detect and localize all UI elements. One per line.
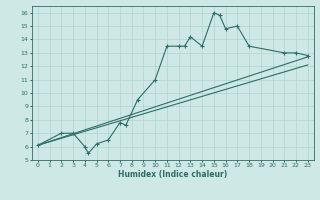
X-axis label: Humidex (Indice chaleur): Humidex (Indice chaleur) — [118, 170, 228, 179]
